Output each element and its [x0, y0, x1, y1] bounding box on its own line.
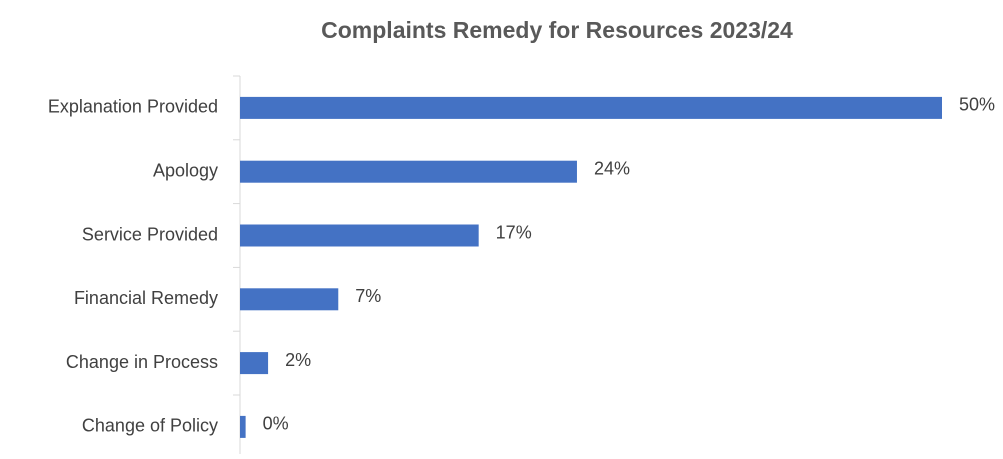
bar [240, 96, 942, 119]
bar [240, 288, 339, 311]
y-tick-label: Change in Process [66, 352, 218, 372]
bar [240, 415, 246, 438]
chart-title: Complaints Remedy for Resources 2023/24 [321, 17, 793, 43]
y-tick-label: Change of Policy [82, 416, 218, 436]
bar [240, 160, 577, 183]
bar [240, 352, 269, 375]
data-label: 50% [959, 95, 995, 115]
data-label: 0% [263, 414, 289, 434]
y-tick-label: Apology [153, 160, 218, 180]
bar [240, 224, 479, 247]
y-tick-label: Service Provided [82, 224, 218, 244]
y-tick-label: Explanation Provided [48, 97, 218, 117]
data-label: 2% [285, 350, 311, 370]
y-tick-label: Financial Remedy [74, 288, 218, 308]
data-label: 24% [594, 158, 630, 178]
data-label: 17% [496, 222, 532, 242]
data-label: 7% [355, 286, 381, 306]
